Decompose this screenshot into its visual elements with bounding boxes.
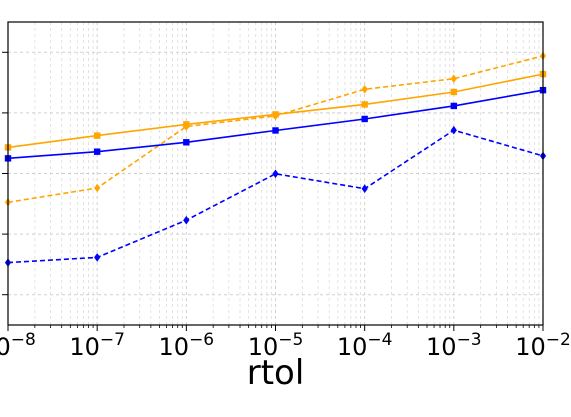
x-tick-label: 10−3 bbox=[426, 330, 482, 361]
series-layer bbox=[4, 51, 547, 267]
x-tick-label: 10−6 bbox=[159, 330, 215, 361]
major-grid bbox=[7, 22, 544, 325]
x-tick-labels: 10−8 10−7 10−6 10−5 10−4 10−3 10−2 bbox=[0, 330, 571, 361]
data-point-square bbox=[93, 148, 101, 155]
data-point-diamond bbox=[450, 125, 457, 135]
data-point-diamond bbox=[94, 253, 101, 262]
x-tick-label: 10−2 bbox=[515, 330, 571, 361]
x-tick-label: 10−4 bbox=[337, 330, 393, 361]
x-axis-label: rtol bbox=[247, 353, 305, 393]
data-point-square bbox=[450, 88, 458, 96]
data-point-diamond bbox=[450, 74, 457, 83]
series-2 bbox=[4, 51, 547, 207]
data-point-diamond bbox=[183, 215, 190, 225]
data-point-diamond bbox=[272, 111, 279, 121]
data-point-square bbox=[450, 102, 458, 110]
x-tick-label: 10−5 bbox=[248, 330, 304, 361]
data-point-square bbox=[272, 127, 279, 134]
plot-frame bbox=[7, 21, 544, 326]
data-point-diamond bbox=[94, 183, 101, 193]
data-point-diamond bbox=[361, 85, 368, 94]
data-point-diamond bbox=[361, 184, 368, 193]
data-point-square bbox=[93, 132, 101, 139]
data-point-diamond bbox=[272, 169, 279, 179]
x-tick-label: 10−7 bbox=[69, 330, 125, 361]
data-point-diamond bbox=[183, 122, 190, 131]
x-tick-label: 10−8 bbox=[0, 330, 36, 361]
data-point-square bbox=[361, 101, 368, 108]
data-point-square bbox=[183, 139, 190, 146]
data-point-square bbox=[361, 115, 368, 123]
